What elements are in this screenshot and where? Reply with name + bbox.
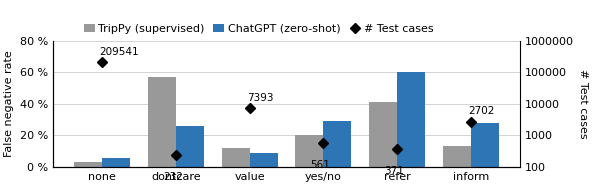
Legend: TripPy (supervised), ChatGPT (zero-shot), # Test cases: TripPy (supervised), ChatGPT (zero-shot)…: [79, 20, 437, 38]
Text: 7393: 7393: [247, 92, 274, 102]
Y-axis label: # Test cases: # Test cases: [578, 69, 588, 139]
Bar: [74, 162, 102, 167]
Bar: [102, 158, 130, 167]
Bar: [369, 102, 397, 167]
Bar: [148, 77, 176, 167]
Bar: [323, 121, 352, 167]
Bar: [471, 123, 499, 167]
Text: 232: 232: [163, 172, 183, 182]
Bar: [443, 147, 471, 167]
Text: 2702: 2702: [468, 106, 494, 116]
Bar: [221, 148, 250, 167]
Text: 371: 371: [384, 166, 404, 176]
Bar: [176, 126, 204, 167]
Bar: [295, 135, 323, 167]
Text: 209541: 209541: [99, 47, 139, 57]
Text: 561: 561: [311, 160, 330, 170]
Bar: [250, 153, 278, 167]
Y-axis label: False negative rate: False negative rate: [4, 51, 14, 157]
Bar: [397, 72, 425, 167]
